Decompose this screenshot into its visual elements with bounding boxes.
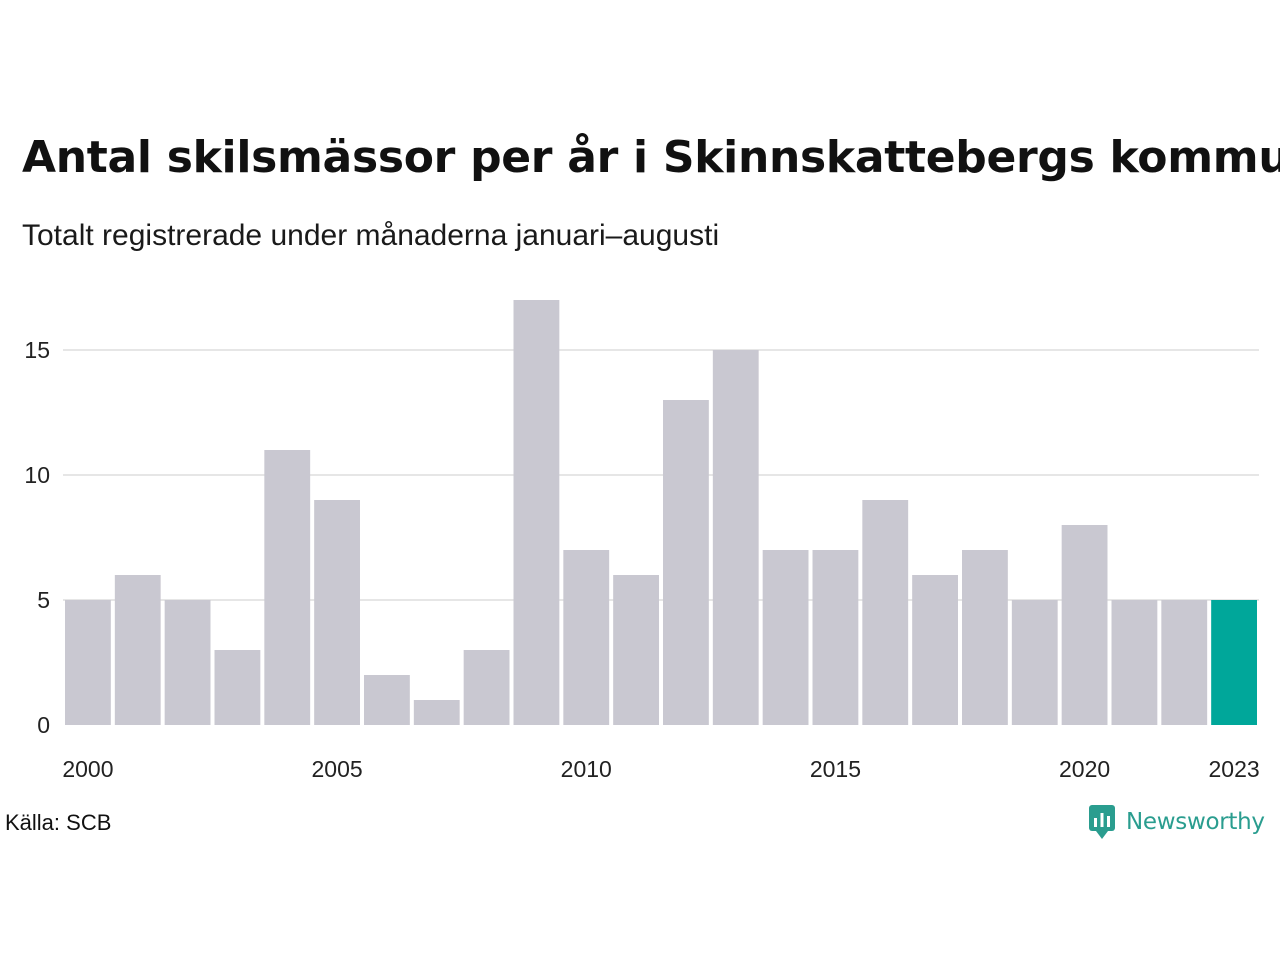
bar-2015: [812, 550, 859, 725]
chart-title: Antal skilsmässor per år i Skinnskattebe…: [22, 132, 1280, 183]
newsworthy-logo: Newsworthy: [1088, 802, 1265, 842]
x-tick-label: 2000: [62, 756, 113, 782]
bars: [65, 300, 1257, 725]
bar-2016: [862, 500, 909, 725]
bar-2001: [114, 575, 161, 725]
newsworthy-logo-icon: [1089, 805, 1115, 839]
bar-2019: [1011, 600, 1058, 725]
bar-2023: [1211, 600, 1257, 725]
bar-2003: [214, 650, 261, 725]
bar-2017: [912, 575, 958, 725]
x-axis-ticks: 2000 2005 2010 2015 2020 2023: [62, 756, 1259, 782]
y-tick-label: 15: [24, 337, 50, 363]
bar-2010: [563, 550, 610, 725]
bar-2012: [663, 400, 709, 725]
bar-2000: [65, 600, 111, 725]
bar-2008: [463, 650, 510, 725]
source-note: Källa: SCB: [5, 810, 112, 835]
x-tick-label: 2023: [1208, 756, 1259, 782]
bar-2020: [1061, 525, 1108, 725]
logo-text: Newsworthy: [1126, 809, 1265, 835]
chart-subtitle: Totalt registrerade under månaderna janu…: [22, 219, 720, 252]
bar-2021: [1111, 600, 1158, 725]
bar-2014: [762, 550, 809, 725]
bar-2013: [712, 350, 759, 725]
y-tick-label: 0: [37, 712, 50, 738]
x-tick-label: 2005: [311, 756, 362, 782]
y-tick-label: 10: [24, 462, 50, 488]
bar-2004: [264, 450, 311, 725]
bar-2011: [613, 575, 659, 725]
y-axis-ticks: 0 5 10 15: [24, 337, 50, 738]
bar-2006: [364, 675, 410, 725]
bar-2009: [513, 300, 560, 725]
grid-lines: [63, 349, 1259, 601]
x-tick-label: 2020: [1059, 756, 1110, 782]
bar-2007: [413, 700, 460, 725]
bar-2022: [1161, 600, 1208, 725]
bar-2018: [962, 550, 1008, 725]
bar-2002: [164, 600, 211, 725]
bar-2005: [314, 500, 360, 725]
x-tick-label: 2015: [810, 756, 861, 782]
x-tick-label: 2010: [561, 756, 612, 782]
y-tick-label: 5: [37, 587, 50, 613]
